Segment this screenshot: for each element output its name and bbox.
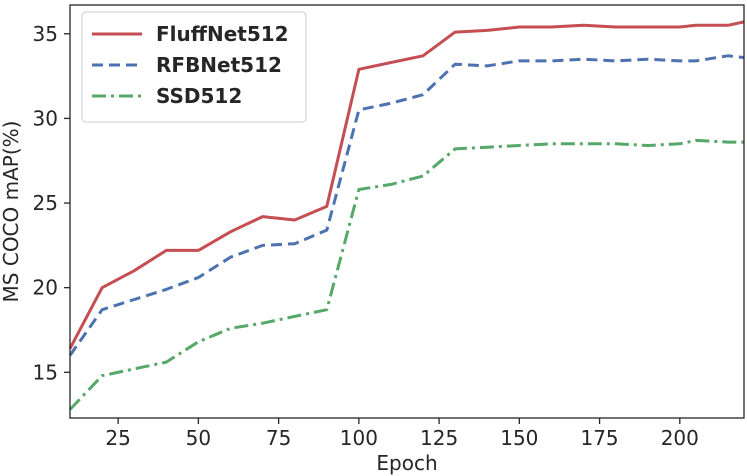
x-tick-label: 200 (661, 426, 699, 450)
plot-border (69, 4, 745, 419)
legend-label-ssd512: SSD512 (156, 84, 242, 108)
x-tick-label: 100 (340, 426, 378, 450)
y-tick-label: 20 (33, 276, 58, 300)
y-tick-label: 30 (33, 106, 58, 130)
y-axis-label: MS COCO mAP(%) (0, 121, 23, 303)
x-tick-label: 150 (500, 426, 538, 450)
y-tick-label: 15 (33, 360, 58, 384)
legend-label-rfbnet512: RFBNet512 (156, 53, 282, 77)
x-tick-label: 175 (580, 426, 618, 450)
series-line-ssd512 (68, 138, 744, 411)
y-tick-label: 35 (33, 22, 58, 46)
x-axis-label: Epoch (376, 451, 437, 475)
series-line-rfbnet512 (68, 54, 745, 357)
y-tick-label: 25 (33, 191, 58, 215)
axes-frame (69, 4, 745, 419)
x-tick-label: 50 (186, 426, 211, 450)
x-tick-label: 125 (420, 426, 458, 450)
legend-label-fluffnet512: FluffNet512 (156, 22, 289, 46)
x-tick-label: 25 (105, 426, 130, 450)
legend: FluffNet512 RFBNet512 SSD512 (81, 11, 307, 123)
y-axis-ticks: 15 20 25 30 35 (33, 22, 70, 384)
series-layer (68, 20, 745, 411)
x-axis-ticks: 25 50 75 100 125 150 175 200 (105, 418, 699, 450)
x-tick-label: 75 (266, 426, 291, 450)
series-line-fluffnet512 (68, 20, 745, 350)
